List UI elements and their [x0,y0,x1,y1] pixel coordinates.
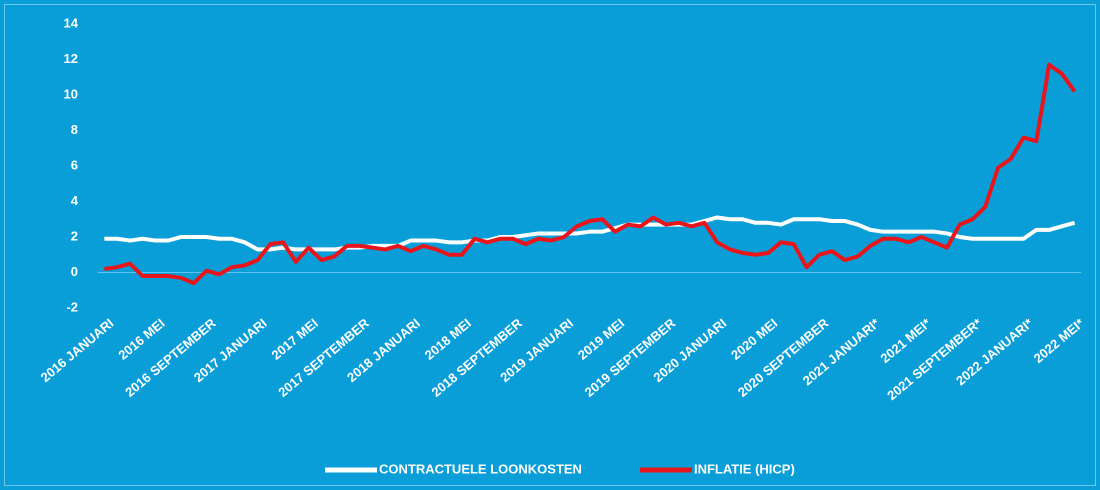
y-tick-label: 8 [71,122,78,137]
y-tick-label: 0 [71,264,78,279]
y-tick-label: -2 [66,299,78,314]
legend-label: CONTRACTUELE LOONKOSTEN [379,461,582,476]
y-tick-label: 10 [64,86,78,101]
y-tick-label: 4 [71,193,79,208]
y-tick-label: 14 [64,15,79,30]
y-tick-label: 2 [71,228,78,243]
chart-border [4,4,1096,486]
legend-label: INFLATIE (HICP) [694,461,795,476]
line-series [104,62,1077,286]
y-tick-label: 6 [71,157,78,172]
y-tick-label: 12 [64,51,78,66]
